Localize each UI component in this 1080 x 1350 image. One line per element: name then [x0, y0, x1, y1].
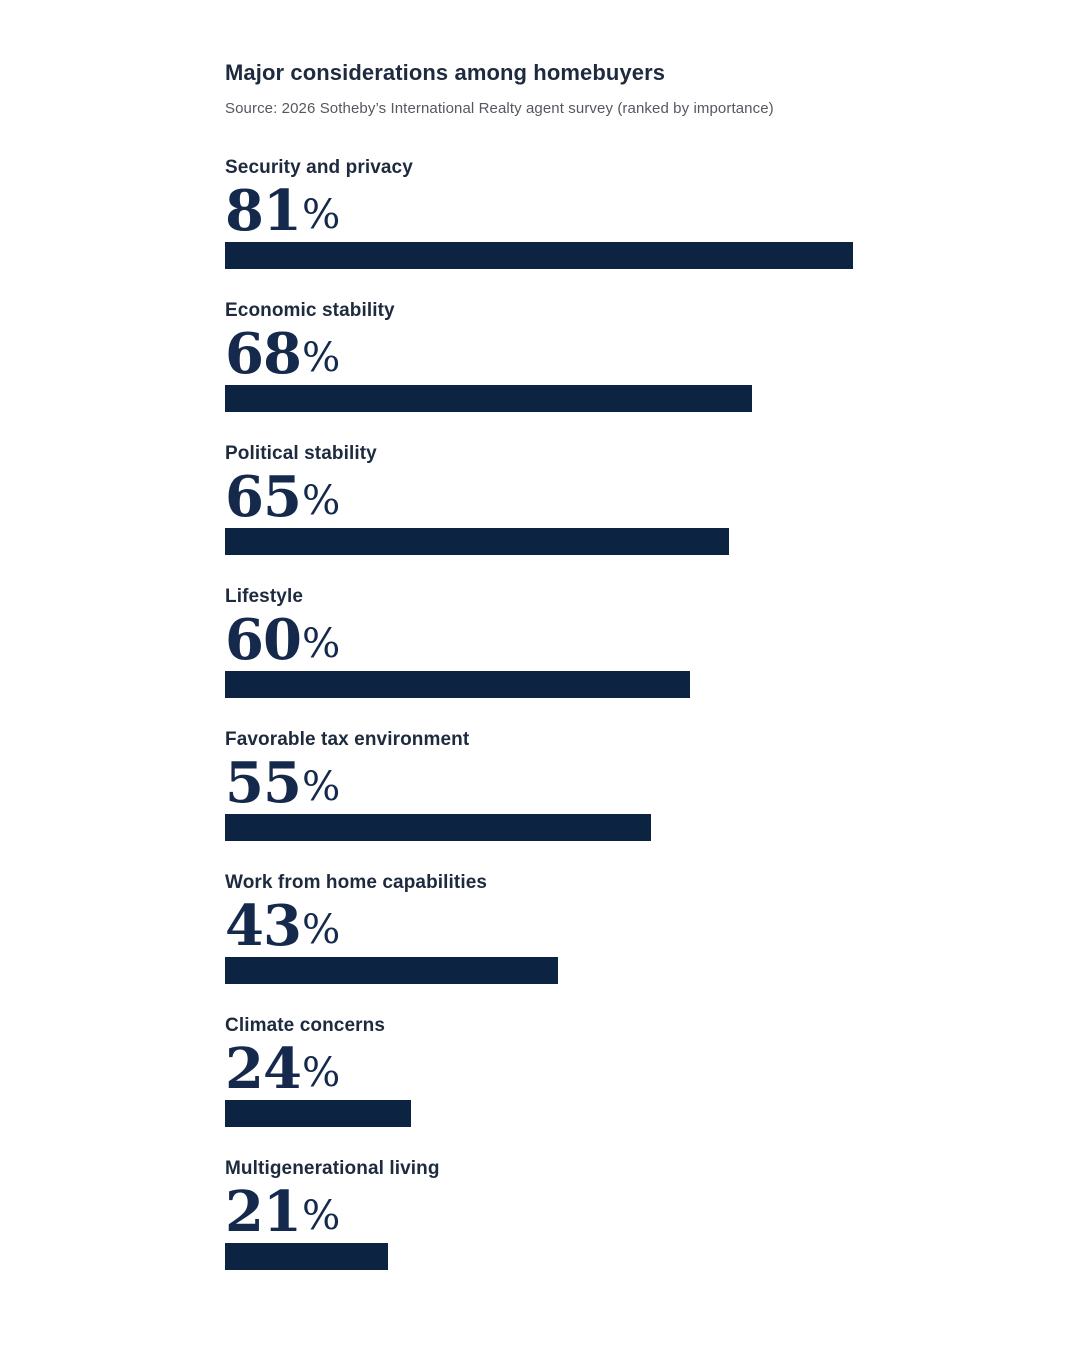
chart-row: Security and privacy 81%	[225, 158, 1000, 269]
bar-track	[225, 814, 1000, 841]
bar	[225, 385, 752, 412]
chart-row: Work from home capabilities 43%	[225, 873, 1000, 984]
value-label: 81%	[225, 183, 1000, 239]
bar-track	[225, 1243, 1000, 1270]
value-label: 68%	[225, 326, 1000, 382]
bar	[225, 528, 729, 555]
category-label: Political stability	[225, 443, 377, 464]
category-label: Climate concerns	[225, 1015, 385, 1036]
bar	[225, 957, 559, 984]
bar	[225, 242, 853, 269]
category-label: Economic stability	[225, 300, 395, 321]
value-number: 55	[225, 750, 302, 816]
chart-title: Major considerations among homebuyers	[225, 60, 666, 85]
bar-track	[225, 242, 1000, 269]
value-number: 43	[225, 893, 302, 959]
bar-track	[225, 528, 1000, 555]
bar	[225, 1243, 388, 1270]
value-label: 60%	[225, 612, 1000, 668]
chart-row: Lifestyle 60%	[225, 587, 1000, 698]
category-label: Security and privacy	[225, 157, 413, 178]
value-number: 65	[225, 464, 302, 530]
percent-sign: %	[301, 476, 341, 524]
chart-content: Major considerations among homebuyers So…	[225, 60, 1000, 1270]
bar-track	[225, 957, 1000, 984]
value-number: 68	[225, 321, 302, 387]
chart-row: Economic stability 68%	[225, 301, 1000, 412]
value-number: 21	[225, 1179, 302, 1245]
value-label: 43%	[225, 898, 1000, 954]
percent-sign: %	[301, 190, 341, 238]
percent-sign: %	[301, 619, 341, 667]
bar-track	[225, 385, 1000, 412]
chart-source: Source: 2026 Sotheby’s International Rea…	[225, 100, 774, 117]
value-number: 24	[225, 1036, 302, 1102]
bar	[225, 671, 690, 698]
value-number: 81	[225, 178, 302, 244]
bar	[225, 814, 652, 841]
value-label: 21%	[225, 1184, 1000, 1240]
percent-sign: %	[301, 333, 341, 381]
category-label: Lifestyle	[225, 586, 303, 607]
chart-row: Political stability 65%	[225, 444, 1000, 555]
chart-row: Favorable tax environment 55%	[225, 730, 1000, 841]
value-label: 24%	[225, 1041, 1000, 1097]
value-label: 55%	[225, 755, 1000, 811]
category-label: Favorable tax environment	[225, 729, 470, 750]
value-label: 65%	[225, 469, 1000, 525]
category-label: Multigenerational living	[225, 1158, 440, 1179]
percent-sign: %	[301, 1191, 341, 1239]
bar-chart: Security and privacy 81% Economic stabil…	[225, 158, 1000, 1270]
chart-row: Climate concerns 24%	[225, 1016, 1000, 1127]
percent-sign: %	[301, 762, 341, 810]
percent-sign: %	[301, 1048, 341, 1096]
category-label: Work from home capabilities	[225, 872, 488, 893]
percent-sign: %	[301, 905, 341, 953]
bar	[225, 1100, 411, 1127]
bar-track	[225, 1100, 1000, 1127]
bar-track	[225, 671, 1000, 698]
value-number: 60	[225, 607, 302, 673]
chart-row: Multigenerational living 21%	[225, 1159, 1000, 1270]
